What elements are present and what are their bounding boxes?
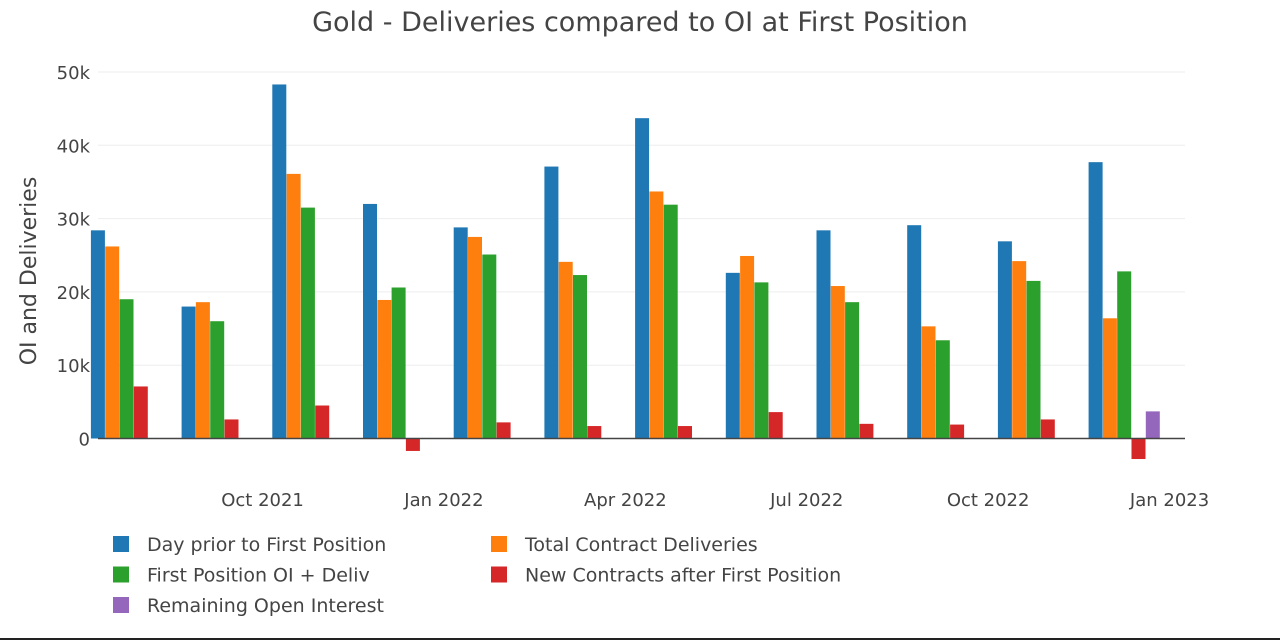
bar: [1041, 419, 1055, 438]
bar: [377, 300, 391, 439]
bar: [635, 118, 649, 438]
bar: [105, 246, 119, 438]
bar: [301, 208, 315, 439]
bar: [559, 262, 573, 439]
x-tick-label: Apr 2022: [584, 490, 667, 511]
bar: [182, 307, 196, 439]
bar: [907, 225, 921, 438]
bar: [845, 302, 859, 438]
bar: [664, 205, 678, 439]
legend-swatch: [113, 536, 129, 552]
bar: [1012, 261, 1026, 438]
y-tick-label: 30k: [57, 210, 91, 231]
bar: [363, 204, 377, 439]
bar: [406, 439, 420, 451]
bar: [587, 426, 601, 438]
legend-label: First Position OI + Deliv: [147, 565, 370, 587]
bar: [998, 241, 1012, 438]
legend-label: New Contracts after First Position: [525, 565, 841, 587]
y-axis-label: OI and Deliveries: [17, 177, 42, 366]
bar: [315, 406, 329, 439]
bar: [225, 419, 239, 438]
bar: [210, 321, 224, 438]
bar: [573, 275, 587, 438]
bar: [649, 191, 663, 438]
bar: [468, 237, 482, 439]
x-tick-label: Oct 2022: [947, 490, 1030, 511]
legend-swatch: [113, 567, 129, 583]
bar: [769, 412, 783, 438]
x-tick-label: Oct 2021: [221, 490, 304, 511]
legend-label: Total Contract Deliveries: [524, 534, 758, 556]
y-tick-label: 40k: [57, 136, 91, 157]
bar: [1089, 162, 1103, 438]
y-axis-ticks: 0 10k 20k 30k 40k 50k: [57, 63, 91, 451]
legend-swatch: [113, 597, 129, 613]
bar: [392, 288, 406, 439]
bar: [1117, 271, 1131, 438]
y-tick-label: 20k: [57, 283, 91, 304]
bar: [754, 282, 768, 438]
bar: [454, 227, 468, 438]
bar: [482, 255, 496, 439]
bar: [196, 302, 210, 438]
bar: [1027, 281, 1041, 439]
bar: [936, 340, 950, 438]
y-tick-label: 0: [79, 430, 90, 451]
chart-title: Gold - Deliveries compared to OI at Firs…: [312, 7, 968, 38]
bar: [1103, 318, 1117, 438]
bar: [740, 256, 754, 439]
bar: [134, 386, 148, 438]
bar: [1146, 411, 1160, 438]
legend-label: Remaining Open Interest: [147, 595, 384, 617]
y-tick-label: 10k: [57, 356, 91, 377]
bar: [678, 426, 692, 438]
bar: [1132, 439, 1146, 460]
bar: [287, 174, 301, 439]
legend-label: Day prior to First Position: [147, 534, 386, 556]
bar: [950, 425, 964, 439]
x-tick-label: Jan 2023: [1129, 490, 1209, 511]
x-tick-label: Jan 2022: [403, 490, 483, 511]
bar: [497, 422, 511, 438]
x-tick-label: Jul 2022: [769, 490, 843, 511]
bar: [544, 167, 558, 439]
bar: [91, 230, 105, 438]
legend-swatch: [491, 567, 507, 583]
bar: [726, 273, 740, 439]
bar: [831, 286, 845, 438]
bar: [817, 230, 831, 438]
x-axis-ticks: Oct 2021 Jan 2022 Apr 2022 Jul 2022 Oct 2022…: [221, 490, 1280, 511]
bar: [272, 84, 286, 438]
legend-swatch: [491, 536, 507, 552]
bar: [859, 424, 873, 439]
y-tick-label: 50k: [57, 63, 91, 84]
bar: [922, 326, 936, 438]
bar: [120, 299, 134, 438]
bars: [91, 84, 1185, 459]
legend: Day prior to First Position Total Contrac…: [113, 534, 841, 617]
